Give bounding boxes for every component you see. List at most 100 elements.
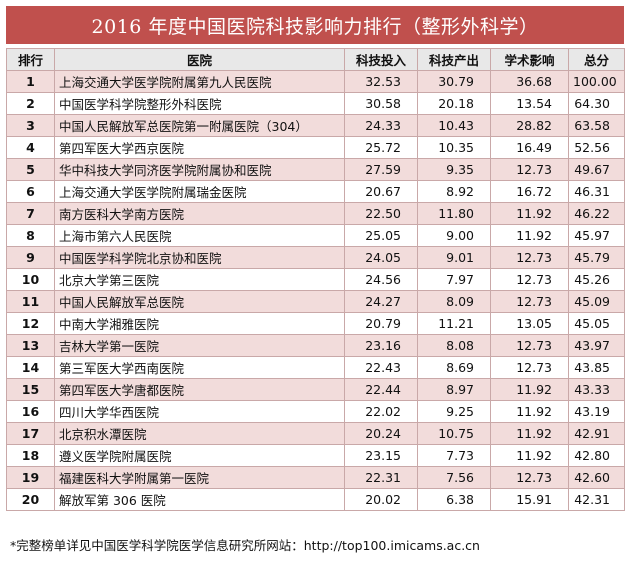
total-score-cell: 45.09 bbox=[568, 290, 625, 313]
hospital-name-cell: 上海市第六人民医院 bbox=[54, 224, 345, 247]
rank-cell: 9 bbox=[6, 246, 55, 269]
total-score-cell: 45.97 bbox=[568, 224, 625, 247]
input-score-cell: 32.53 bbox=[344, 70, 418, 93]
input-score-cell: 22.02 bbox=[344, 400, 418, 423]
rank-cell: 13 bbox=[6, 334, 55, 357]
impact-score-cell: 11.92 bbox=[490, 202, 569, 225]
impact-score-cell: 12.73 bbox=[490, 246, 569, 269]
table-row: 14 第三军医大学西南医院 22.43 8.69 12.73 43.85 bbox=[6, 356, 625, 379]
rank-cell: 10 bbox=[6, 268, 55, 291]
header-impact: 学术影响 bbox=[490, 48, 569, 71]
table-row: 5 华中科技大学同济医学院附属协和医院 27.59 9.35 12.73 49.67 bbox=[6, 158, 625, 181]
input-score-cell: 22.50 bbox=[344, 202, 418, 225]
input-score-cell: 24.56 bbox=[344, 268, 418, 291]
hospital-name-cell: 北京积水潭医院 bbox=[54, 422, 345, 445]
output-score-cell: 7.97 bbox=[417, 268, 491, 291]
impact-score-cell: 12.73 bbox=[490, 158, 569, 181]
input-score-cell: 27.59 bbox=[344, 158, 418, 181]
rank-cell: 4 bbox=[6, 136, 55, 159]
output-score-cell: 8.09 bbox=[417, 290, 491, 313]
table-row: 20 解放军第 306 医院 20.02 6.38 15.91 42.31 bbox=[6, 488, 625, 511]
total-score-cell: 46.31 bbox=[568, 180, 625, 203]
output-score-cell: 30.79 bbox=[417, 70, 491, 93]
input-score-cell: 25.05 bbox=[344, 224, 418, 247]
total-score-cell: 45.05 bbox=[568, 312, 625, 335]
rank-cell: 15 bbox=[6, 378, 55, 401]
rank-cell: 16 bbox=[6, 400, 55, 423]
output-score-cell: 7.73 bbox=[417, 444, 491, 467]
ranking-table: 排行 医院 科技投入 科技产出 学术影响 总分 1 上海交通大学医学院附属第九人民… bbox=[6, 48, 625, 511]
impact-score-cell: 16.72 bbox=[490, 180, 569, 203]
input-score-cell: 23.16 bbox=[344, 334, 418, 357]
hospital-name-cell: 中国人民解放军总医院第一附属医院（304） bbox=[54, 114, 345, 137]
hospital-name-cell: 中国人民解放军总医院 bbox=[54, 290, 345, 313]
rank-cell: 17 bbox=[6, 422, 55, 445]
total-score-cell: 42.80 bbox=[568, 444, 625, 467]
input-score-cell: 23.15 bbox=[344, 444, 418, 467]
table-row: 19 福建医科大学附属第一医院 22.31 7.56 12.73 42.60 bbox=[6, 466, 625, 489]
total-score-cell: 43.33 bbox=[568, 378, 625, 401]
rank-cell: 3 bbox=[6, 114, 55, 137]
total-score-cell: 52.56 bbox=[568, 136, 625, 159]
input-score-cell: 20.79 bbox=[344, 312, 418, 335]
impact-score-cell: 15.91 bbox=[490, 488, 569, 511]
output-score-cell: 11.80 bbox=[417, 202, 491, 225]
output-score-cell: 9.00 bbox=[417, 224, 491, 247]
hospital-name-cell: 第四军医大学西京医院 bbox=[54, 136, 345, 159]
output-score-cell: 8.97 bbox=[417, 378, 491, 401]
total-score-cell: 63.58 bbox=[568, 114, 625, 137]
rank-cell: 6 bbox=[6, 180, 55, 203]
output-score-cell: 8.08 bbox=[417, 334, 491, 357]
hospital-name-cell: 福建医科大学附属第一医院 bbox=[54, 466, 345, 489]
table-row: 17 北京积水潭医院 20.24 10.75 11.92 42.91 bbox=[6, 422, 625, 445]
hospital-name-cell: 吉林大学第一医院 bbox=[54, 334, 345, 357]
hospital-name-cell: 第三军医大学西南医院 bbox=[54, 356, 345, 379]
rank-cell: 19 bbox=[6, 466, 55, 489]
output-score-cell: 8.69 bbox=[417, 356, 491, 379]
table-row: 2 中国医学科学院整形外科医院 30.58 20.18 13.54 64.30 bbox=[6, 92, 625, 115]
impact-score-cell: 11.92 bbox=[490, 444, 569, 467]
rank-cell: 8 bbox=[6, 224, 55, 247]
total-score-cell: 45.26 bbox=[568, 268, 625, 291]
impact-score-cell: 16.49 bbox=[490, 136, 569, 159]
total-score-cell: 43.19 bbox=[568, 400, 625, 423]
impact-score-cell: 11.92 bbox=[490, 422, 569, 445]
rank-cell: 7 bbox=[6, 202, 55, 225]
hospital-name-cell: 上海交通大学医学院附属第九人民医院 bbox=[54, 70, 345, 93]
header-hospital: 医院 bbox=[54, 48, 345, 71]
header-rank: 排行 bbox=[6, 48, 55, 71]
hospital-name-cell: 上海交通大学医学院附属瑞金医院 bbox=[54, 180, 345, 203]
header-output: 科技产出 bbox=[417, 48, 491, 71]
table-header-row: 排行 医院 科技投入 科技产出 学术影响 总分 bbox=[6, 48, 625, 71]
total-score-cell: 45.79 bbox=[568, 246, 625, 269]
input-score-cell: 20.24 bbox=[344, 422, 418, 445]
impact-score-cell: 11.92 bbox=[490, 224, 569, 247]
impact-score-cell: 36.68 bbox=[490, 70, 569, 93]
output-score-cell: 7.56 bbox=[417, 466, 491, 489]
output-score-cell: 6.38 bbox=[417, 488, 491, 511]
hospital-name-cell: 中南大学湘雅医院 bbox=[54, 312, 345, 335]
input-score-cell: 25.72 bbox=[344, 136, 418, 159]
total-score-cell: 42.91 bbox=[568, 422, 625, 445]
input-score-cell: 22.43 bbox=[344, 356, 418, 379]
table-row: 18 遵义医学院附属医院 23.15 7.73 11.92 42.80 bbox=[6, 444, 625, 467]
rank-cell: 2 bbox=[6, 92, 55, 115]
input-score-cell: 24.27 bbox=[344, 290, 418, 313]
output-score-cell: 9.25 bbox=[417, 400, 491, 423]
output-score-cell: 10.75 bbox=[417, 422, 491, 445]
table-row: 13 吉林大学第一医院 23.16 8.08 12.73 43.97 bbox=[6, 334, 625, 357]
total-score-cell: 43.85 bbox=[568, 356, 625, 379]
impact-score-cell: 12.73 bbox=[490, 334, 569, 357]
table-row: 7 南方医科大学南方医院 22.50 11.80 11.92 46.22 bbox=[6, 202, 625, 225]
total-score-cell: 49.67 bbox=[568, 158, 625, 181]
impact-score-cell: 13.05 bbox=[490, 312, 569, 335]
rank-cell: 20 bbox=[6, 488, 55, 511]
hospital-name-cell: 南方医科大学南方医院 bbox=[54, 202, 345, 225]
impact-score-cell: 13.54 bbox=[490, 92, 569, 115]
input-score-cell: 20.67 bbox=[344, 180, 418, 203]
impact-score-cell: 12.73 bbox=[490, 290, 569, 313]
total-score-cell: 64.30 bbox=[568, 92, 625, 115]
impact-score-cell: 11.92 bbox=[490, 400, 569, 423]
table-row: 15 第四军医大学唐都医院 22.44 8.97 11.92 43.33 bbox=[6, 378, 625, 401]
